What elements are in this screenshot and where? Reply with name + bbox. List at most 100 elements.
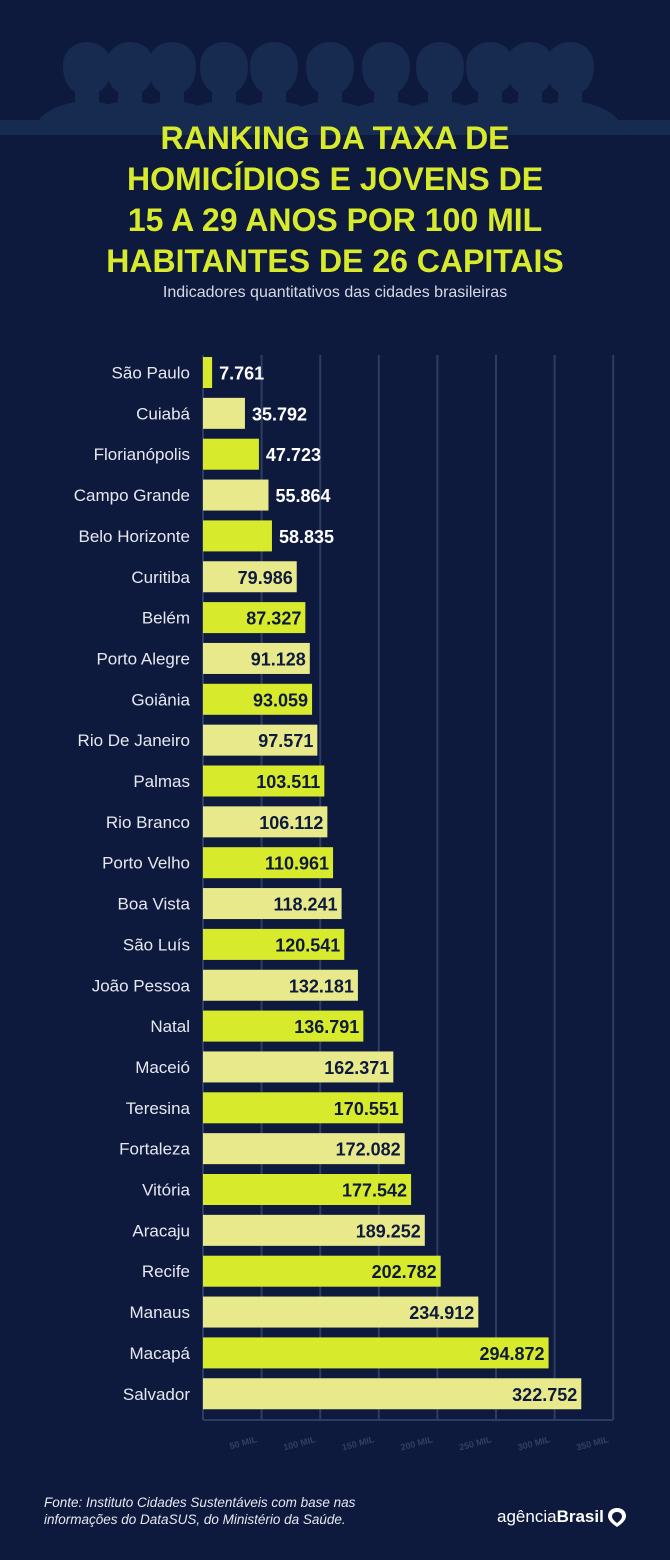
- bar: [203, 1092, 403, 1124]
- title-line: HOMICÍDIOS E JOVENS DE: [126, 161, 544, 197]
- value-label: 106.112: [259, 813, 323, 833]
- category-label: Recife: [142, 1262, 190, 1281]
- value-label: 35.792: [252, 404, 307, 424]
- bar: [203, 683, 313, 715]
- category-label: Belo Horizonte: [78, 527, 190, 546]
- bar: [203, 357, 213, 388]
- category-label: Salvador: [123, 1385, 190, 1404]
- x-tick-label: 250 MIL: [458, 1434, 493, 1452]
- bar: [203, 1255, 441, 1287]
- category-label: Rio De Janeiro: [78, 731, 190, 750]
- title-line: HABITANTES DE 26 CAPITAIS: [106, 243, 564, 279]
- value-label: 234.912: [409, 1303, 474, 1323]
- value-label: 322.752: [512, 1385, 577, 1405]
- value-label: 170.551: [334, 1099, 399, 1119]
- chart-subtitle: Indicadores quantitativos das cidades br…: [162, 284, 508, 301]
- value-label: 136.791: [294, 1017, 359, 1037]
- agencia-brasil-logo: agência Brasil: [497, 1506, 628, 1528]
- title-line: 15 A 29 ANOS POR 100 MIL: [127, 202, 543, 238]
- category-label: Fortaleza: [119, 1140, 190, 1159]
- bar: [203, 806, 328, 838]
- bar: [203, 602, 306, 634]
- category-label: Maceió: [135, 1058, 190, 1077]
- bar: [203, 724, 318, 756]
- source-note: Fonte: Instituto Cidades Sustentáveis co…: [44, 1494, 355, 1528]
- value-label: 93.059: [253, 690, 308, 710]
- source-line: informações do DataSUS, do Ministério da…: [44, 1512, 346, 1527]
- category-label: Aracaju: [132, 1221, 190, 1240]
- category-label: Goiânia: [131, 690, 190, 709]
- bar: [203, 1051, 394, 1083]
- bar: [203, 397, 245, 429]
- value-label: 177.542: [342, 1181, 407, 1201]
- title-line: RANKING DA TAXA DE: [160, 120, 510, 156]
- bar: [203, 1337, 549, 1369]
- bar: [203, 1296, 479, 1328]
- category-label: Campo Grande: [74, 486, 190, 505]
- bar: [203, 765, 325, 797]
- logo-text-light: agência: [497, 1507, 557, 1526]
- bar: [203, 479, 269, 511]
- silhouettes-illustration: [0, 42, 670, 135]
- value-label: 47.723: [266, 445, 321, 465]
- category-label: Manaus: [130, 1303, 190, 1322]
- bar: [203, 520, 272, 552]
- source-line: Fonte: Instituto Cidades Sustentáveis co…: [44, 1495, 356, 1510]
- category-label: Porto Velho: [102, 854, 190, 873]
- logo-text-bold: Brasil: [556, 1507, 604, 1526]
- bar: [203, 969, 358, 1001]
- category-label: Curitiba: [131, 568, 190, 587]
- category-label: São Luís: [123, 935, 190, 954]
- category-label: João Pessoa: [92, 976, 191, 995]
- value-label: 58.835: [279, 527, 334, 547]
- value-label: 118.241: [274, 895, 338, 915]
- category-label: Cuiabá: [136, 404, 190, 423]
- value-label: 97.571: [258, 731, 313, 751]
- value-label: 87.327: [246, 609, 301, 629]
- chart-title: RANKING DA TAXA DE HOMICÍDIOS E JOVENS D…: [0, 118, 670, 282]
- bar: [203, 561, 297, 593]
- x-tick-label: 200 MIL: [399, 1434, 434, 1452]
- value-label: 189.252: [356, 1221, 421, 1241]
- category-label: Florianópolis: [94, 445, 190, 464]
- category-label: São Paulo: [112, 364, 190, 383]
- value-label: 7.761: [219, 364, 264, 384]
- category-label: Macapá: [130, 1344, 191, 1363]
- x-tick-label: 100 MIL: [282, 1434, 317, 1452]
- bar: [203, 1214, 425, 1246]
- category-label: Natal: [150, 1017, 190, 1036]
- category-label: Teresina: [126, 1099, 191, 1118]
- category-label: Porto Alegre: [96, 649, 190, 668]
- bar: [203, 1378, 582, 1410]
- value-label: 162.371: [324, 1058, 389, 1078]
- value-label: 55.864: [275, 486, 330, 506]
- bar: [203, 847, 334, 879]
- value-label: 91.128: [251, 649, 306, 669]
- bar: [203, 1133, 405, 1165]
- bar: [203, 642, 310, 674]
- bar: [203, 1174, 412, 1205]
- logo-mark-icon: [607, 1508, 626, 1527]
- value-label: 202.782: [372, 1262, 437, 1282]
- value-label: 294.872: [480, 1344, 545, 1364]
- x-tick-label: 300 MIL: [517, 1434, 552, 1452]
- value-label: 120.541: [275, 935, 340, 955]
- category-label: Rio Branco: [106, 813, 190, 832]
- category-label: Boa Vista: [118, 895, 191, 914]
- category-label: Belém: [142, 609, 190, 628]
- bar: [203, 1010, 364, 1042]
- person-silhouette-icon: [515, 42, 625, 135]
- value-label: 103.511: [256, 772, 320, 792]
- bar: [203, 438, 259, 470]
- value-label: 79.986: [238, 568, 293, 588]
- x-tick-label: 150 MIL: [341, 1434, 376, 1452]
- bar: [203, 928, 345, 960]
- x-tick-label: 350 MIL: [575, 1434, 610, 1452]
- value-label: 132.181: [289, 976, 354, 996]
- value-label: 110.961: [265, 854, 329, 874]
- x-tick-label: 50 MIL: [228, 1434, 258, 1451]
- category-label: Palmas: [133, 772, 190, 791]
- category-label: Vitória: [142, 1181, 190, 1200]
- bar: [203, 888, 342, 920]
